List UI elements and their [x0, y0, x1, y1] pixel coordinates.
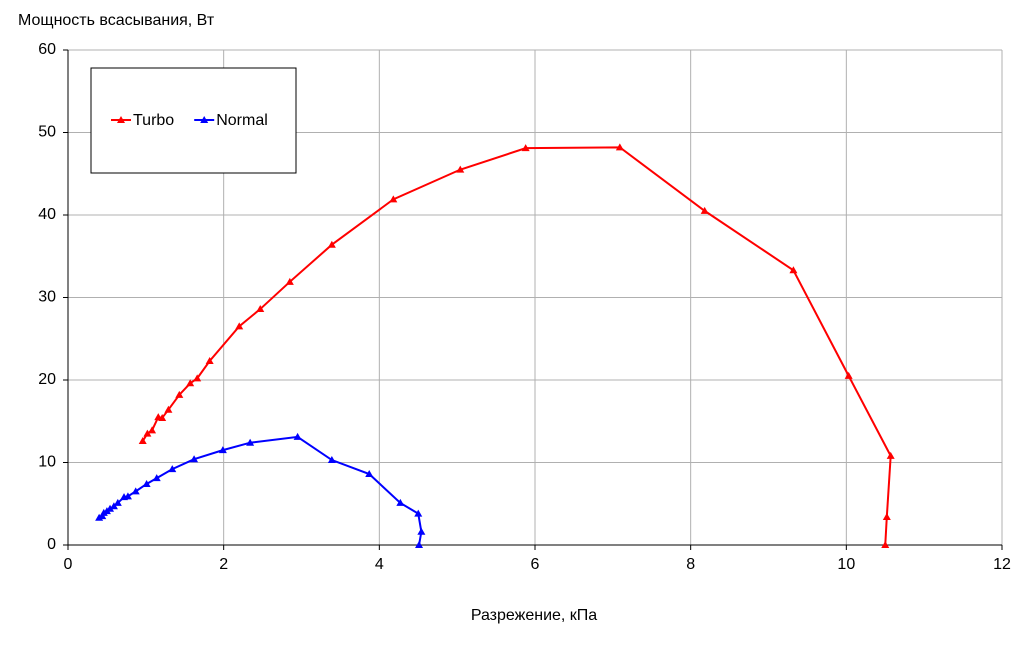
point-marker [152, 474, 161, 482]
y-axis-label: Мощность всасывания, Вт [18, 12, 215, 29]
point-marker [109, 502, 118, 510]
point-marker [168, 465, 177, 473]
legend-marker [117, 116, 125, 123]
x-axis-label: Разрежение, кПа [471, 607, 597, 624]
series-line [98, 435, 423, 546]
point-marker [700, 206, 709, 214]
legend-label: Turbo [133, 112, 174, 129]
series-line [141, 146, 892, 546]
point-marker [615, 143, 624, 151]
point-marker [285, 277, 294, 285]
y-tick-label: 10 [38, 454, 56, 471]
y-tick-label: 20 [38, 371, 56, 388]
point-marker [293, 432, 302, 440]
point-marker [205, 357, 214, 365]
point-marker [175, 390, 184, 398]
point-marker [417, 527, 426, 535]
point-marker [886, 451, 895, 459]
point-marker [789, 266, 798, 274]
point-marker [158, 413, 167, 421]
point-marker [164, 405, 173, 413]
point-marker [327, 240, 336, 248]
point-marker [193, 374, 202, 382]
x-tick-label: 4 [375, 556, 384, 573]
y-tick-label: 40 [38, 206, 56, 223]
point-marker [256, 305, 265, 313]
x-tick-label: 0 [64, 556, 73, 573]
point-marker [246, 438, 255, 446]
point-marker [138, 437, 147, 445]
point-marker [882, 512, 891, 520]
point-marker [235, 322, 244, 330]
point-marker [123, 492, 132, 500]
point-marker [113, 498, 122, 506]
point-marker [190, 455, 199, 463]
point-marker [148, 426, 157, 434]
point-marker [521, 144, 530, 152]
point-marker [218, 446, 227, 454]
x-tick-label: 12 [993, 556, 1011, 573]
point-marker [131, 487, 140, 495]
point-marker [142, 479, 151, 487]
point-marker [186, 379, 195, 387]
x-tick-label: 8 [686, 556, 695, 573]
point-marker [415, 541, 424, 548]
point-marker [106, 504, 115, 512]
point-marker [844, 371, 853, 379]
point-marker [414, 509, 423, 517]
legend-marker [200, 116, 209, 123]
point-marker [327, 456, 336, 464]
x-tick-label: 6 [531, 556, 540, 573]
point-marker [389, 195, 398, 203]
point-marker [456, 165, 465, 173]
y-tick-label: 30 [38, 289, 56, 306]
point-marker [143, 429, 152, 437]
point-marker [396, 498, 405, 506]
y-tick-label: 0 [47, 536, 56, 553]
y-tick-label: 50 [38, 124, 56, 141]
x-tick-label: 10 [837, 556, 855, 573]
x-tick-label: 2 [219, 556, 228, 573]
point-marker [881, 541, 890, 548]
legend-label: Normal [216, 112, 268, 129]
y-tick-label: 60 [38, 41, 56, 58]
point-marker [365, 470, 374, 478]
